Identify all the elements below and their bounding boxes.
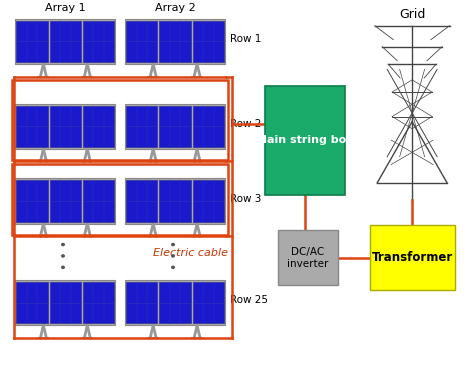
Text: Grid: Grid: [399, 8, 425, 21]
Text: Array 2: Array 2: [155, 3, 195, 13]
Bar: [125, 280, 225, 325]
Bar: [193, 180, 224, 222]
Bar: [12, 80, 228, 161]
Bar: [16, 19, 115, 64]
Bar: [125, 178, 225, 223]
Bar: [126, 21, 157, 62]
Bar: [16, 104, 115, 149]
Text: Row 3: Row 3: [230, 194, 261, 204]
Bar: [12, 164, 228, 235]
Bar: [193, 105, 224, 147]
Text: • • •: • • •: [169, 240, 182, 270]
Bar: [278, 230, 338, 285]
Bar: [17, 282, 48, 323]
Bar: [159, 105, 191, 147]
Bar: [126, 105, 157, 147]
Text: • • •: • • •: [59, 240, 72, 270]
Bar: [125, 104, 225, 149]
Text: Electric cable: Electric cable: [153, 248, 228, 258]
Text: Row 2: Row 2: [230, 119, 261, 129]
Bar: [50, 21, 81, 62]
Bar: [83, 21, 114, 62]
Bar: [159, 180, 191, 222]
Bar: [159, 282, 191, 323]
Bar: [126, 180, 157, 222]
Bar: [17, 180, 48, 222]
Text: Row 25: Row 25: [230, 295, 268, 306]
Bar: [125, 19, 225, 64]
Text: DC/AC
inverter: DC/AC inverter: [287, 247, 328, 269]
Bar: [193, 21, 224, 62]
Bar: [126, 282, 157, 323]
Bar: [17, 105, 48, 147]
Bar: [370, 225, 455, 290]
Text: Array 1: Array 1: [45, 3, 86, 13]
Bar: [83, 282, 114, 323]
Bar: [83, 105, 114, 147]
Bar: [50, 282, 81, 323]
Bar: [159, 21, 191, 62]
Text: Transformer: Transformer: [372, 251, 453, 264]
Text: Main string box: Main string box: [256, 135, 354, 146]
Bar: [83, 180, 114, 222]
Bar: [50, 180, 81, 222]
Bar: [265, 85, 345, 195]
Bar: [50, 105, 81, 147]
Bar: [193, 282, 224, 323]
Bar: [16, 280, 115, 325]
Bar: [16, 178, 115, 223]
Bar: [17, 21, 48, 62]
Text: Row 1: Row 1: [230, 34, 261, 44]
